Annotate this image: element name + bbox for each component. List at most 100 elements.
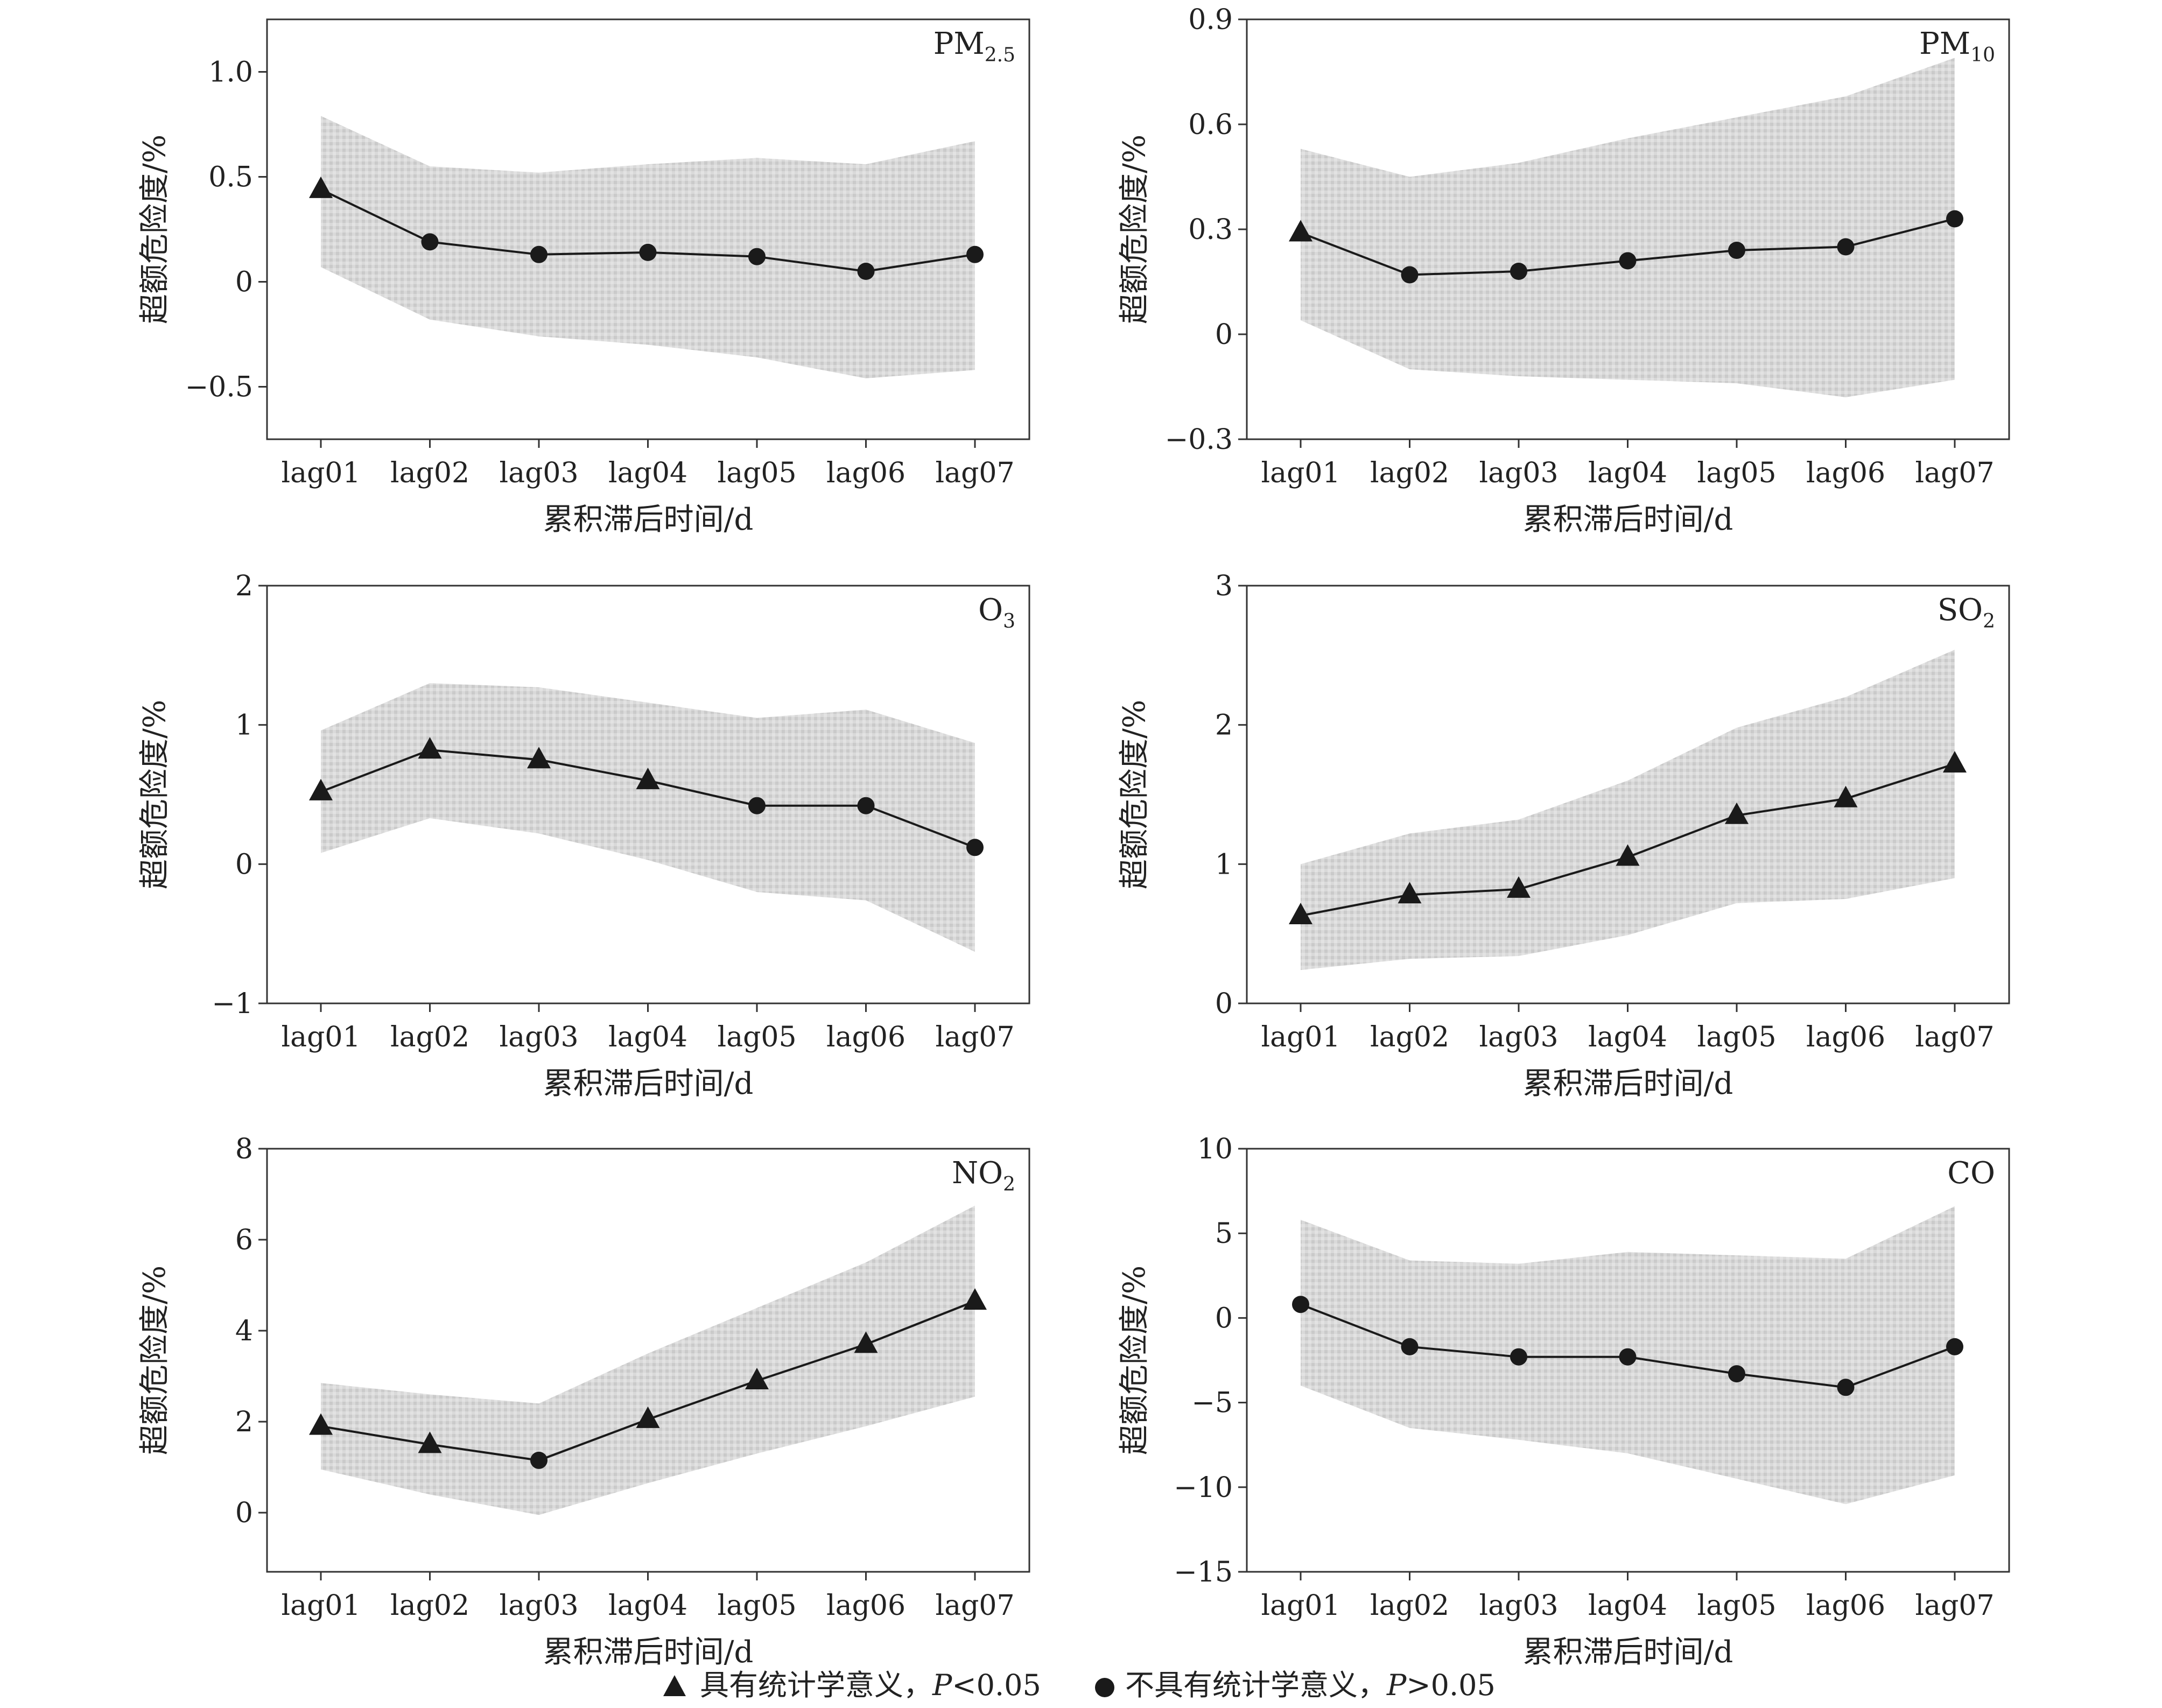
data-point-significant — [1616, 844, 1640, 866]
chart-panel-4: 0 1 2 3 lag01 lag02 lag03 lag04 lag05 lag06 lag07 累… — [1117, 570, 2010, 1101]
data-point-nonsignificant — [1292, 1296, 1309, 1313]
data-point-nonsignificant — [1401, 266, 1419, 284]
data-point-significant — [1943, 751, 1967, 773]
y-axis-title: 超额危险度/% — [1117, 1266, 1152, 1455]
data-point-nonsignificant — [1510, 1348, 1527, 1366]
panel-title: PM2.5 — [933, 26, 1015, 66]
chart-panel-6: −15 −10 −5 0 5 10 lag01 lag02 lag03 lag04 lag05 lag… — [1117, 1133, 2010, 1670]
y-tick-label: 10 — [1197, 1133, 1233, 1165]
data-point-nonsignificant — [530, 245, 547, 263]
legend-nonsignificant-label: 不具有统计学意义， — [1125, 1668, 1387, 1702]
confidence-band — [321, 1205, 975, 1515]
data-point-significant — [527, 747, 551, 769]
data-point-significant — [1834, 785, 1858, 807]
chart-panel-1: −0.5 0 0.5 1.0 lag01 lag02 lag03 lag04 lag05 lag0… — [137, 18, 1030, 537]
data-point-significant — [418, 737, 442, 759]
data-point-nonsignificant — [748, 248, 766, 265]
x-tick-label: lag05 — [1697, 1590, 1776, 1622]
y-tick-label: −15 — [1174, 1556, 1233, 1588]
x-tick-label: lag07 — [935, 1590, 1014, 1622]
x-axis-title: 累积滞后时间/d — [543, 502, 754, 537]
x-tick-label: lag01 — [1261, 1021, 1340, 1053]
x-tick-label: lag07 — [935, 1021, 1014, 1053]
x-tick-label: lag04 — [608, 1021, 687, 1053]
y-axis-title: 超额危险度/% — [1117, 700, 1152, 889]
data-point-nonsignificant — [530, 1451, 547, 1469]
x-tick-label: lag03 — [1479, 1021, 1558, 1053]
data-point-nonsignificant — [748, 797, 766, 814]
y-tick-label: 2 — [1215, 709, 1233, 742]
data-point-significant — [1398, 882, 1422, 904]
x-tick-label: lag05 — [1697, 1021, 1776, 1053]
data-point-nonsignificant — [1728, 242, 1745, 259]
x-tick-label: lag06 — [826, 457, 905, 489]
legend-significant-label: 具有统计学意义， — [700, 1668, 932, 1702]
data-point-nonsignificant — [1946, 1338, 1963, 1355]
data-point-significant — [1725, 802, 1749, 824]
y-tick-label: 0.9 — [1188, 4, 1233, 36]
x-tick-label: lag04 — [1588, 1021, 1667, 1053]
legend-circle-marker — [1095, 1678, 1114, 1697]
x-tick-label: lag02 — [1370, 457, 1449, 489]
y-tick-label: 0 — [235, 1497, 253, 1529]
data-point-nonsignificant — [966, 245, 984, 263]
y-axis-title: 超额危险度/% — [137, 700, 172, 889]
y-tick-label: 1 — [1215, 848, 1233, 881]
x-tick-label: lag06 — [826, 1021, 905, 1053]
data-point-nonsignificant — [1510, 263, 1527, 280]
y-tick-label: 1 — [235, 709, 253, 742]
data-point-nonsignificant — [1946, 210, 1963, 228]
x-tick-label: lag04 — [1588, 1590, 1667, 1622]
x-tick-label: lag06 — [1806, 1021, 1885, 1053]
x-tick-label: lag02 — [1370, 1021, 1449, 1053]
y-tick-label: 4 — [235, 1315, 253, 1347]
y-tick-label: −10 — [1174, 1472, 1233, 1504]
y-tick-label: 5 — [1215, 1218, 1233, 1250]
y-tick-label: −1 — [212, 988, 253, 1020]
confidence-band — [1301, 649, 1955, 970]
x-tick-label: lag04 — [608, 457, 687, 489]
x-tick-label: lag05 — [717, 1590, 796, 1622]
y-axis-title: 超额危险度/% — [1117, 135, 1152, 324]
y-tick-label: 8 — [235, 1133, 253, 1165]
panel-title: NO2 — [952, 1156, 1015, 1196]
data-point-nonsignificant — [1619, 252, 1637, 270]
y-tick-label: 0.6 — [1188, 109, 1233, 141]
data-point-nonsignificant — [421, 233, 439, 251]
data-point-significant — [636, 768, 660, 790]
y-axis-title: 超额危险度/% — [137, 135, 172, 324]
y-tick-label: 6 — [235, 1224, 253, 1256]
y-tick-label: 3 — [1215, 570, 1233, 602]
legend-nonsignificant-threshold: >0.05 — [1406, 1668, 1495, 1702]
y-tick-label: 0.3 — [1188, 214, 1233, 246]
data-point-nonsignificant — [1837, 1379, 1855, 1396]
data-point-significant — [745, 1368, 769, 1390]
legend: 具有统计学意义，P<0.05 不具有统计学意义，P>0.05 — [663, 1668, 1496, 1702]
y-tick-label: 2 — [235, 570, 253, 602]
data-point-significant — [1289, 903, 1312, 925]
data-point-nonsignificant — [966, 839, 984, 856]
data-point-significant — [418, 1431, 442, 1453]
data-point-nonsignificant — [639, 243, 657, 261]
x-tick-label: lag04 — [1588, 457, 1667, 489]
data-point-nonsignificant — [1837, 238, 1855, 256]
legend-nonsignificant: 不具有统计学意义，P>0.05 — [1125, 1668, 1496, 1702]
x-axis-title: 累积滞后时间/d — [1523, 502, 1733, 537]
panel-title: O3 — [978, 593, 1015, 632]
x-tick-label: lag01 — [281, 457, 360, 489]
x-tick-label: lag02 — [390, 457, 469, 489]
data-point-significant — [1289, 220, 1312, 242]
y-tick-label: 1.0 — [208, 57, 253, 89]
data-point-nonsignificant — [1619, 1348, 1637, 1366]
y-tick-label: −0.3 — [1165, 424, 1233, 456]
x-tick-label: lag05 — [717, 457, 796, 489]
x-tick-label: lag07 — [1915, 457, 1994, 489]
y-tick-label: 2 — [235, 1406, 253, 1438]
x-tick-label: lag01 — [1261, 457, 1340, 489]
x-tick-label: lag01 — [281, 1021, 360, 1053]
x-tick-label: lag03 — [1479, 1590, 1558, 1622]
y-tick-label: 0.5 — [208, 161, 253, 194]
chart-panel-2: −0.3 0 0.3 0.6 0.9 lag01 lag02 lag03 lag04 lag05 l… — [1117, 4, 2010, 537]
legend-nonsignificant-p: P — [1386, 1668, 1407, 1702]
